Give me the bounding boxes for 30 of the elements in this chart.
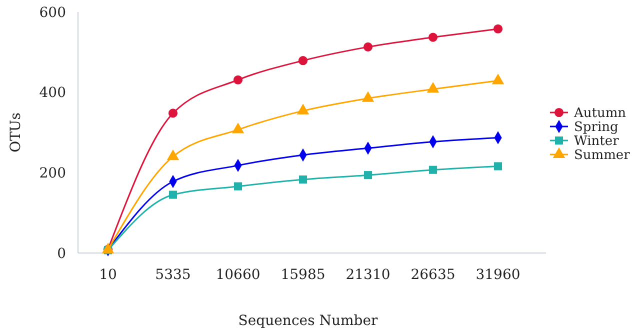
legend-label: Winter <box>574 134 620 150</box>
y-tick-label: 400 <box>39 85 66 102</box>
point <box>298 56 308 66</box>
y-axis-title: OTUs <box>8 112 24 152</box>
x-tick-label: 15985 <box>280 267 326 283</box>
point <box>363 42 373 52</box>
y-tick-label: 0 <box>57 246 66 262</box>
legend-label: Spring <box>574 120 618 136</box>
y-tick-label: 200 <box>39 166 66 182</box>
point <box>168 108 178 118</box>
x-tick-label: 10660 <box>216 267 260 283</box>
x-axis-title: Sequences Number <box>238 313 378 329</box>
point <box>428 32 438 42</box>
point <box>493 24 503 34</box>
y-tick-label: 600 <box>39 4 66 21</box>
x-tick-label: 10 <box>99 267 117 283</box>
point <box>233 75 243 84</box>
x-tick-label: 31960 <box>476 267 520 283</box>
legend-label: Summer <box>574 148 631 164</box>
x-tick-label: 21310 <box>346 267 390 283</box>
point <box>426 82 440 93</box>
point <box>234 182 242 190</box>
point <box>298 175 308 184</box>
x-tick-label: 5335 <box>155 267 191 283</box>
point <box>494 162 502 170</box>
x-tick-label: 26635 <box>410 267 456 283</box>
point <box>168 190 178 199</box>
point <box>428 166 438 174</box>
legend-label: Autumn <box>573 106 627 122</box>
point <box>364 171 372 180</box>
